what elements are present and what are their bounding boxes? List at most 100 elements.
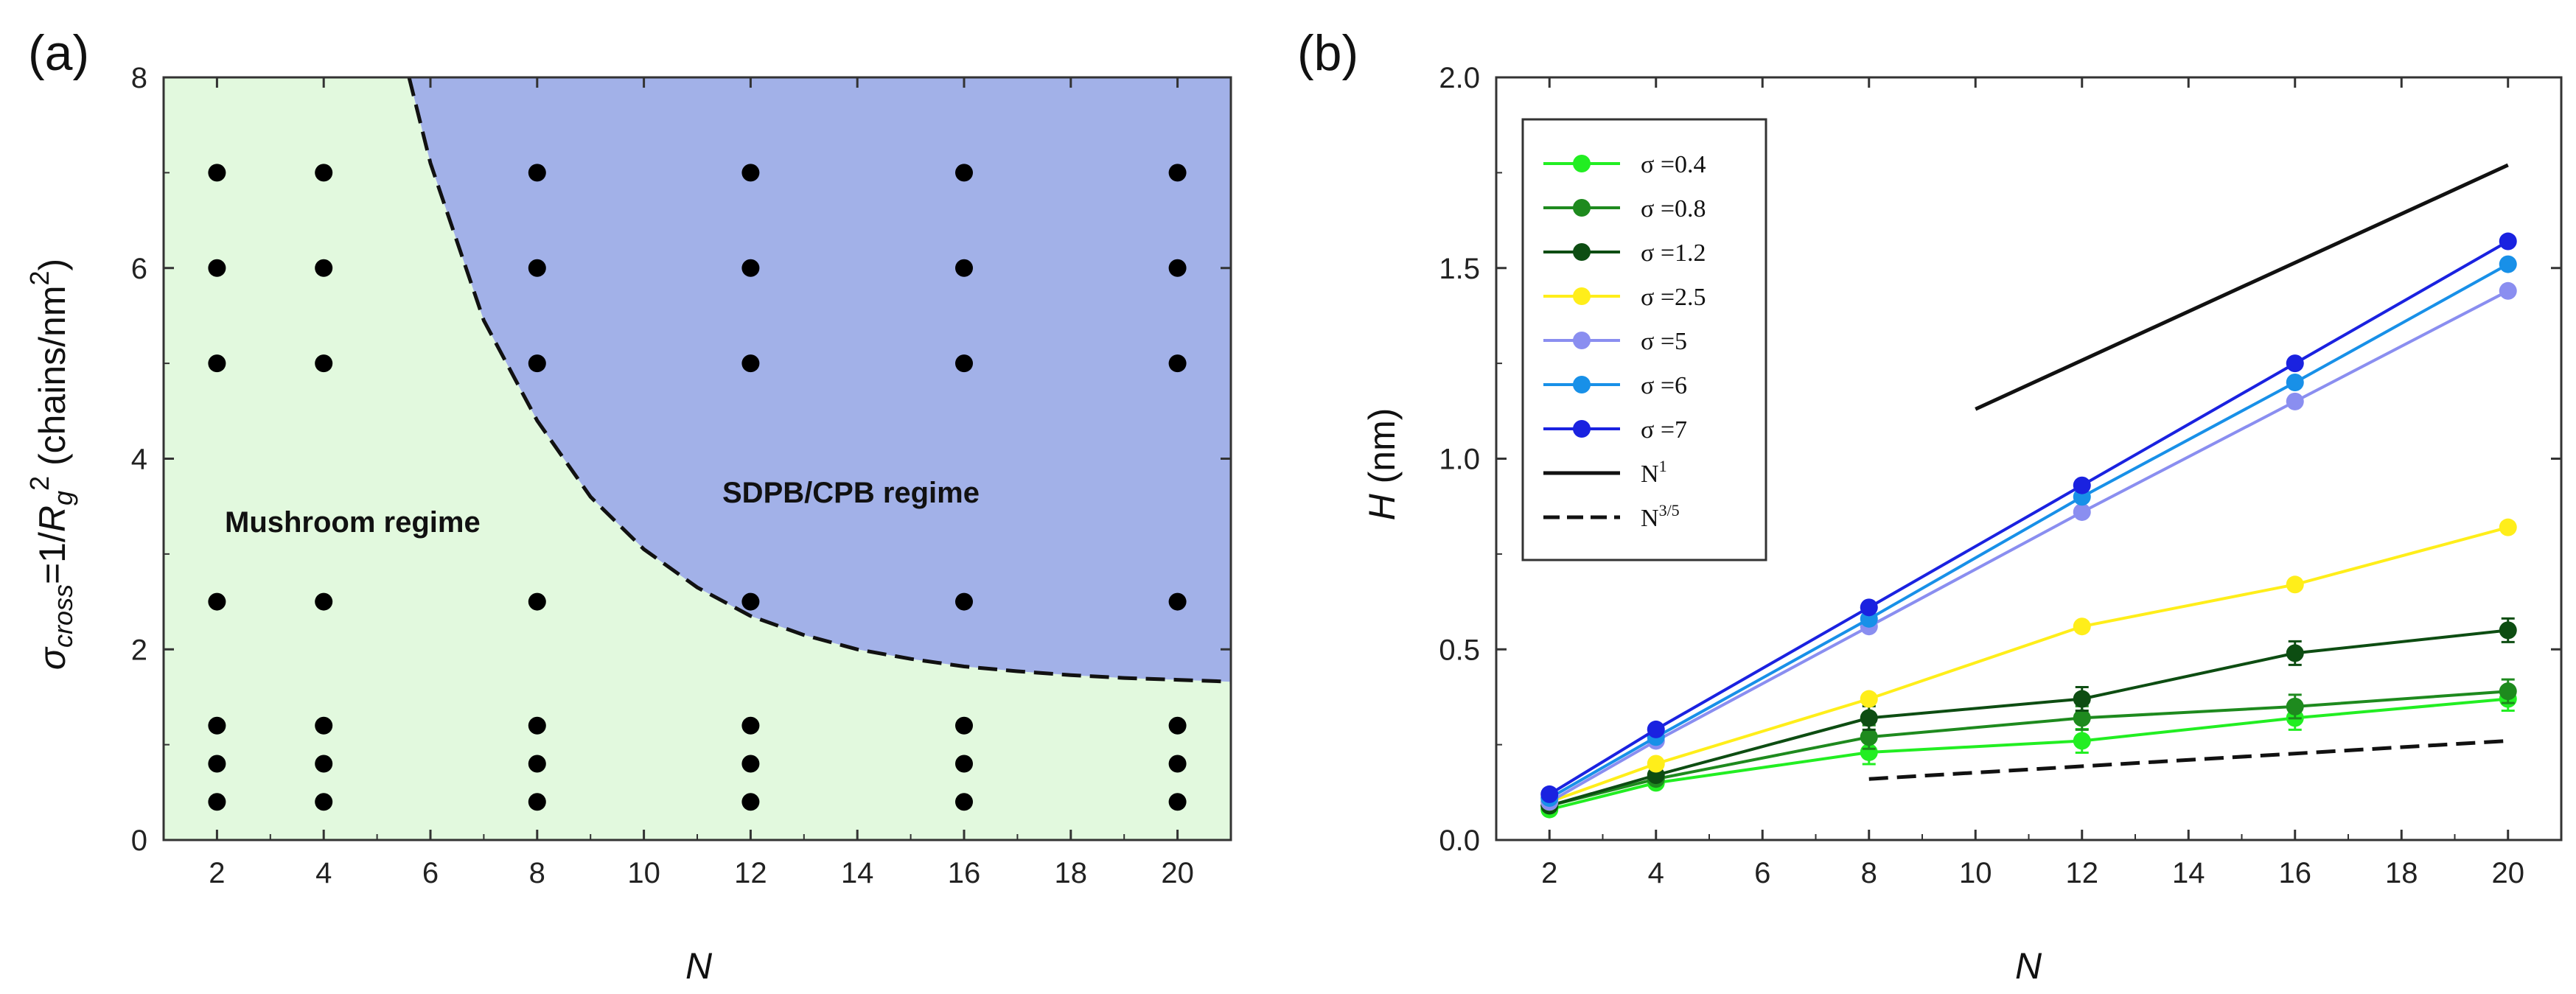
legend-marker: [1573, 332, 1591, 349]
x-tick-label: 18: [1055, 857, 1088, 889]
legend-marker: [1573, 376, 1591, 393]
legend-label: σ =1.2: [1641, 239, 1706, 267]
x-tick-label: 8: [1861, 857, 1877, 889]
y-title-sub-cross: cross: [48, 584, 78, 648]
y-tick-label: 2.0: [1439, 62, 1480, 94]
x-tick-label: 4: [1648, 857, 1664, 889]
panel-a-y-axis-title: σcross=1/Rg2 (chains/nm2): [24, 259, 78, 670]
data-point: [1168, 354, 1187, 373]
legend-marker: [1573, 243, 1591, 261]
series-line: [1549, 290, 2509, 804]
data-point: [955, 259, 973, 277]
series-point: [1860, 709, 1878, 727]
series-point: [2286, 575, 2304, 594]
panel-b-y-axis-title: H (nm): [1361, 408, 1403, 521]
data-point: [528, 259, 546, 277]
data-point: [315, 354, 333, 373]
y-title-close: ): [32, 259, 73, 271]
legend-label: σ =5: [1641, 328, 1687, 355]
series-line: [1549, 690, 2508, 808]
legend-label-base: N: [1641, 505, 1659, 532]
sdpb-regime-area: [409, 77, 1231, 682]
series-line: [1549, 239, 2509, 796]
legend-label-exponent: 3/5: [1659, 501, 1680, 519]
reference-line-1: [1975, 163, 2509, 411]
data-point: [528, 716, 546, 735]
y-tick-label: 6: [131, 253, 147, 285]
y-tick-label: 1.5: [1439, 253, 1480, 285]
y-title-sub-g: g: [48, 491, 78, 505]
series-point: [1860, 598, 1878, 617]
series-point: [2286, 392, 2304, 410]
sdpb-regime-label: SDPB/CPB regime: [722, 477, 980, 509]
data-point: [528, 354, 546, 373]
x-tick-label: 4: [315, 857, 332, 889]
data-point: [1168, 592, 1187, 611]
data-point: [528, 793, 546, 811]
legend-label: N3/5: [1641, 501, 1680, 532]
series-point: [2499, 255, 2517, 273]
data-point: [955, 354, 973, 373]
x-tick-label: 14: [841, 857, 874, 889]
data-point: [1168, 259, 1187, 277]
data-point: [208, 164, 226, 182]
data-point: [741, 793, 760, 811]
data-point: [741, 716, 760, 735]
y-title-sigma: σ: [32, 646, 73, 670]
data-point: [1168, 755, 1187, 773]
series-point: [2073, 476, 2091, 494]
legend: σ =0.4σ =0.8σ =1.2σ =2.5σ =5σ =6σ =7N1N3…: [1521, 118, 1767, 561]
data-point: [315, 592, 333, 611]
x-tick-label: 10: [1959, 857, 1992, 889]
x-tick-label: 18: [2385, 857, 2418, 889]
x-tick-label: 16: [2279, 857, 2312, 889]
data-point: [1168, 793, 1187, 811]
y-tick-label: 2: [131, 634, 147, 666]
series-point: [2286, 644, 2304, 662]
legend-label: σ =2.5: [1641, 284, 1706, 311]
series-point: [2499, 232, 2517, 251]
series-point: [2073, 732, 2091, 750]
reference-lines: [1868, 163, 2509, 781]
x-tick-label: 20: [2492, 857, 2525, 889]
y-tick-label: 4: [131, 444, 147, 476]
series-point: [2499, 621, 2517, 640]
series-point: [1647, 755, 1665, 773]
legend-label: N1: [1641, 457, 1667, 488]
legend-label: σ =0.8: [1641, 195, 1706, 223]
data-point: [208, 716, 226, 735]
legend-marker: [1573, 155, 1591, 172]
x-tick-label: 2: [1541, 857, 1557, 889]
simulation-points: [208, 164, 1187, 811]
y-title-sup-2: 2: [24, 476, 55, 491]
x-tick-label: 2: [209, 857, 225, 889]
series-point: [2499, 281, 2517, 300]
series-line: [1549, 262, 2509, 799]
series-point: [2499, 518, 2517, 536]
series-point: [2073, 617, 2091, 636]
data-point: [208, 592, 226, 611]
series-point: [1860, 728, 1878, 746]
data-point: [315, 259, 333, 277]
x-tick-label: 8: [529, 857, 545, 889]
data-point: [1168, 716, 1187, 735]
series-point: [2286, 697, 2304, 715]
x-tick-label: 6: [1754, 857, 1770, 889]
panel-b-ticks: 2 4 6 8 10 12 14 16 18 20 0.0 0.5 1.0 1.5 2.0: [1439, 62, 2562, 889]
data-point: [741, 354, 760, 373]
y-title-unit-sup: 2: [24, 270, 55, 285]
series-7: [1540, 232, 2517, 803]
legend-label: σ =7: [1641, 416, 1687, 444]
x-tick-label: 20: [1161, 857, 1194, 889]
data-point: [955, 592, 973, 611]
data-point: [955, 164, 973, 182]
series-point: [1860, 690, 1878, 708]
data-point: [528, 164, 546, 182]
series-point: [2286, 354, 2304, 373]
data-point: [741, 164, 760, 182]
data-point: [315, 716, 333, 735]
legend-label-base: N: [1641, 461, 1659, 488]
y-tick-label: 1.0: [1439, 444, 1480, 476]
series-point: [2499, 682, 2517, 701]
